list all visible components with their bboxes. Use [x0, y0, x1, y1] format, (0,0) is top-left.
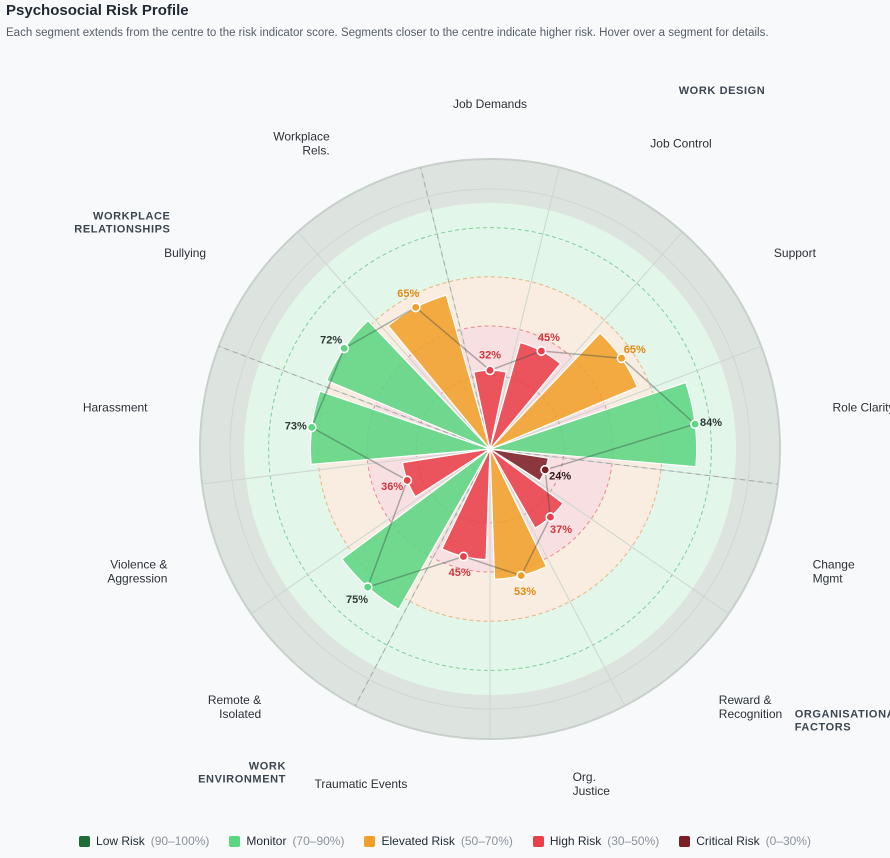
value-label: 73%: [285, 420, 307, 432]
category-label: Harassment: [83, 400, 148, 414]
legend-swatch-low: [79, 836, 90, 847]
legend-label: Low Risk: [96, 834, 145, 848]
value-label: 65%: [624, 344, 646, 356]
page-title: Psychosocial Risk Profile: [6, 2, 769, 19]
value-label: 24%: [549, 471, 571, 483]
legend-range: (0–30%): [766, 834, 811, 848]
category-label: Role Clarity: [833, 400, 890, 414]
value-label: 65%: [397, 288, 419, 300]
value-label: 45%: [538, 332, 560, 344]
legend-swatch-elevated: [364, 836, 375, 847]
value-dot: [412, 303, 420, 311]
category-label: Job Demands: [453, 97, 527, 111]
value-dot: [486, 366, 494, 374]
legend-item-high[interactable]: High Risk (30–50%): [533, 834, 659, 848]
value-label: 75%: [346, 594, 368, 606]
value-dot: [364, 583, 372, 591]
value-dot: [546, 513, 554, 521]
legend-label: Critical Risk: [696, 834, 759, 848]
value-label: 32%: [479, 349, 501, 361]
legend-swatch-monitor: [229, 836, 240, 847]
legend-label: Elevated Risk: [381, 834, 454, 848]
legend-range: (70–90%): [292, 834, 344, 848]
value-label: 84%: [700, 417, 722, 429]
value-label: 37%: [550, 524, 572, 536]
category-label: Reward &Recognition: [719, 693, 782, 721]
legend-item-critical[interactable]: Critical Risk (0–30%): [679, 834, 811, 848]
legend-item-elevated[interactable]: Elevated Risk (50–70%): [364, 834, 512, 848]
legend-range: (50–70%): [461, 834, 513, 848]
group-label: ORGANISATIONALFACTORS: [795, 708, 890, 733]
group-label: WORK DESIGN: [679, 85, 766, 97]
category-label: Org.Justice: [573, 770, 611, 798]
value-dot: [308, 423, 316, 431]
legend-swatch-critical: [679, 836, 690, 847]
category-label: Traumatic Events: [314, 777, 407, 791]
value-dot: [537, 347, 545, 355]
page-subtitle: Each segment extends from the centre to …: [6, 27, 769, 39]
value-label: 53%: [514, 586, 536, 598]
legend-label: High Risk: [550, 834, 601, 848]
category-label: Bullying: [164, 246, 206, 260]
legend-label: Monitor: [246, 834, 286, 848]
legend-range: (90–100%): [151, 834, 210, 848]
category-label: Violence &Aggression: [107, 557, 167, 585]
legend-item-low[interactable]: Low Risk (90–100%): [79, 834, 209, 848]
value-dot: [541, 466, 549, 474]
value-dot: [403, 476, 411, 484]
legend: Low Risk (90–100%) Monitor (70–90%) Elev…: [0, 834, 890, 848]
value-dot: [517, 571, 525, 579]
value-label: 36%: [381, 481, 403, 493]
value-dot: [691, 420, 699, 428]
category-label: Support: [774, 246, 817, 260]
legend-range: (30–50%): [607, 834, 659, 848]
category-label: Job Control: [650, 137, 711, 151]
header: Psychosocial Risk Profile Each segment e…: [6, 2, 769, 39]
legend-item-monitor[interactable]: Monitor (70–90%): [229, 834, 344, 848]
value-label: 45%: [449, 567, 471, 579]
value-dot: [459, 552, 467, 560]
category-label: Remote &Isolated: [208, 693, 261, 721]
value-label: 72%: [320, 334, 342, 346]
legend-swatch-high: [533, 836, 544, 847]
